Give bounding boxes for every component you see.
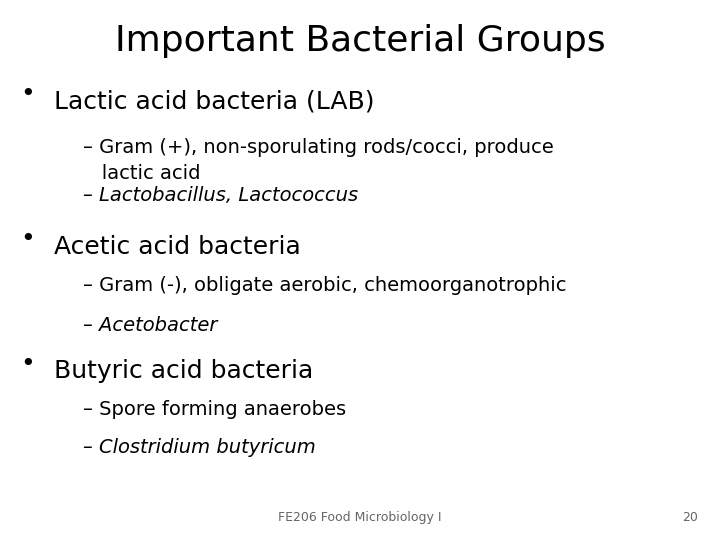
- Text: – Acetobacter: – Acetobacter: [83, 316, 217, 335]
- Text: Important Bacterial Groups: Important Bacterial Groups: [114, 24, 606, 58]
- Text: Acetic acid bacteria: Acetic acid bacteria: [54, 235, 301, 259]
- Text: – Lactobacillus, Lactococcus: – Lactobacillus, Lactococcus: [83, 186, 358, 205]
- Text: •: •: [20, 352, 35, 375]
- Text: – Gram (+), non-sporulating rods/cocci, produce
   lactic acid: – Gram (+), non-sporulating rods/cocci, …: [83, 138, 554, 183]
- Text: •: •: [20, 227, 35, 251]
- Text: 20: 20: [683, 511, 698, 524]
- Text: Lactic acid bacteria (LAB): Lactic acid bacteria (LAB): [54, 89, 374, 113]
- Text: – Clostridium butyricum: – Clostridium butyricum: [83, 438, 315, 457]
- Text: – Spore forming anaerobes: – Spore forming anaerobes: [83, 400, 346, 419]
- Text: FE206 Food Microbiology I: FE206 Food Microbiology I: [278, 511, 442, 524]
- Text: Butyric acid bacteria: Butyric acid bacteria: [54, 359, 313, 383]
- Text: •: •: [20, 82, 35, 105]
- Text: – Gram (-), obligate aerobic, chemoorganotrophic: – Gram (-), obligate aerobic, chemoorgan…: [83, 276, 567, 295]
